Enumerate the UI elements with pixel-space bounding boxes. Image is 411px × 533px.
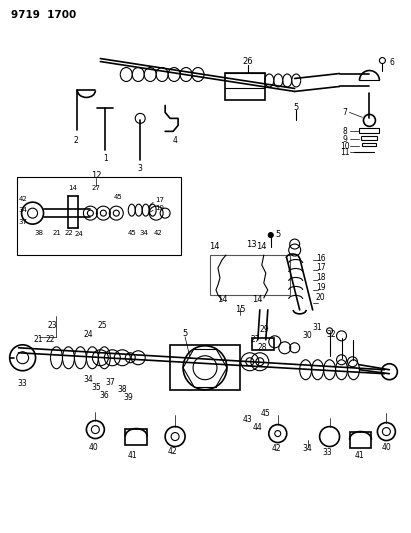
Text: 37: 37 — [18, 219, 27, 225]
Text: 8: 8 — [342, 127, 347, 136]
Text: 26: 26 — [242, 57, 253, 66]
Text: 38: 38 — [118, 385, 127, 394]
Text: 42: 42 — [154, 230, 162, 236]
Text: 36: 36 — [99, 391, 109, 400]
Text: 14: 14 — [209, 241, 219, 251]
Text: 17: 17 — [316, 263, 326, 272]
Text: 7: 7 — [342, 108, 347, 117]
Text: 19: 19 — [156, 205, 165, 211]
Circle shape — [327, 328, 332, 334]
Text: 9719  1700: 9719 1700 — [11, 10, 76, 20]
Text: 19: 19 — [316, 284, 326, 293]
Text: 41: 41 — [355, 451, 364, 460]
Bar — [252, 338, 274, 350]
Text: 24: 24 — [83, 330, 93, 340]
Text: 15: 15 — [235, 305, 245, 314]
Bar — [360, 128, 379, 133]
Text: 34: 34 — [18, 207, 27, 213]
Text: 14: 14 — [256, 241, 267, 251]
Circle shape — [379, 58, 386, 63]
Text: 40: 40 — [88, 443, 98, 452]
Text: 25: 25 — [97, 321, 107, 330]
Text: 6: 6 — [390, 58, 395, 67]
Text: 9: 9 — [342, 135, 347, 144]
Text: 39: 39 — [123, 393, 133, 402]
Text: 35: 35 — [92, 383, 101, 392]
Text: 42: 42 — [167, 447, 177, 456]
Bar — [361, 136, 377, 140]
Text: 21: 21 — [34, 335, 43, 344]
Bar — [125, 429, 147, 445]
Text: 33: 33 — [18, 379, 28, 388]
Text: 10: 10 — [340, 142, 349, 151]
Text: 1: 1 — [103, 154, 108, 163]
Bar — [225, 72, 265, 100]
Text: 3: 3 — [138, 164, 143, 173]
Text: 28: 28 — [257, 343, 267, 352]
Circle shape — [268, 232, 273, 238]
Bar — [210, 255, 290, 295]
Text: 21: 21 — [52, 230, 61, 236]
Text: 32: 32 — [327, 330, 336, 340]
Text: 45: 45 — [261, 409, 271, 418]
Text: 14: 14 — [253, 295, 263, 304]
Text: 2: 2 — [73, 136, 78, 145]
Text: 34: 34 — [83, 375, 93, 384]
Text: 5: 5 — [182, 329, 188, 338]
Text: 27: 27 — [92, 185, 101, 191]
Text: 41: 41 — [127, 451, 137, 460]
Text: 45: 45 — [128, 230, 136, 236]
Text: 22: 22 — [46, 335, 55, 344]
Text: 33: 33 — [323, 448, 332, 457]
Text: 4: 4 — [173, 136, 178, 145]
Text: 20: 20 — [316, 294, 326, 302]
Text: 5: 5 — [293, 103, 298, 112]
Bar — [16, 177, 181, 255]
Text: 18: 18 — [316, 273, 326, 282]
Text: 45: 45 — [114, 194, 122, 200]
Bar — [170, 345, 240, 390]
Text: 27: 27 — [250, 335, 260, 344]
Text: 31: 31 — [313, 324, 323, 333]
Text: 12: 12 — [91, 171, 102, 180]
Bar — [363, 143, 376, 147]
Text: 23: 23 — [48, 321, 57, 330]
Text: 42: 42 — [272, 444, 282, 453]
Text: 42: 42 — [18, 196, 27, 202]
Text: 38: 38 — [34, 230, 43, 236]
Text: 34: 34 — [140, 230, 149, 236]
Text: 17: 17 — [156, 197, 165, 203]
Text: 14: 14 — [68, 185, 77, 191]
Text: 30: 30 — [303, 332, 312, 340]
Text: 16: 16 — [316, 254, 326, 263]
Text: 11: 11 — [340, 148, 349, 157]
Text: 14: 14 — [217, 295, 227, 304]
Text: 5: 5 — [275, 230, 280, 239]
Bar — [349, 432, 372, 448]
Text: 22: 22 — [64, 230, 73, 236]
Text: 29: 29 — [260, 325, 270, 334]
Text: 40: 40 — [381, 443, 391, 452]
Text: 43: 43 — [243, 415, 253, 424]
Text: 24: 24 — [74, 231, 83, 237]
Text: 37: 37 — [106, 378, 115, 387]
Text: 44: 44 — [253, 423, 263, 432]
Text: 34: 34 — [303, 444, 312, 453]
Text: 13: 13 — [247, 239, 257, 248]
